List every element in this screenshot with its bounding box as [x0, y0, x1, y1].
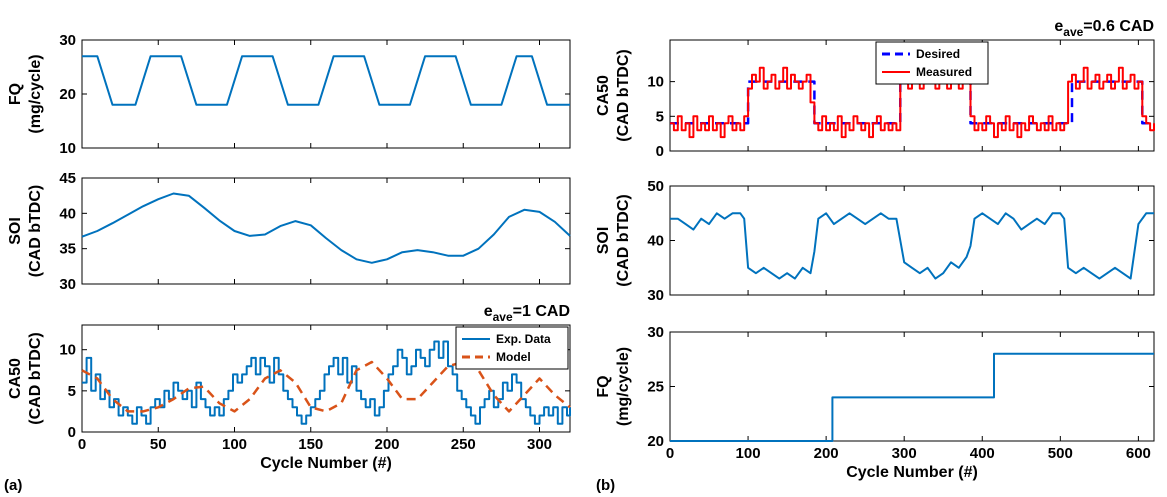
x-tick-label: 400 [970, 445, 995, 462]
series-line-1 [670, 212, 1154, 280]
x-tick-label: 200 [374, 436, 399, 453]
y-axis-label: FQ [7, 83, 24, 105]
y-axis-label: (CAD bTDC) [615, 194, 632, 286]
y-tick-label: 40 [647, 233, 664, 250]
y-tick-label: 30 [59, 276, 76, 293]
x-tick-label: 0 [666, 445, 674, 462]
x-tick-label: 300 [527, 436, 552, 453]
error-subscript: ave [493, 310, 513, 324]
x-tick-label: 500 [1048, 445, 1073, 462]
error-value: =1 CAD [513, 303, 570, 320]
x-tick-label: 100 [736, 445, 761, 462]
panel-a-label: (a) [4, 477, 22, 494]
y-tick-label: 5 [656, 108, 664, 125]
y-tick-label: 10 [647, 74, 664, 91]
legend-label: Measured [916, 65, 972, 79]
y-tick-label: 50 [647, 178, 664, 195]
y-axis-label: FQ [595, 375, 612, 397]
series-line-model [81, 360, 571, 413]
x-tick-label: 0 [78, 436, 86, 453]
error-value: =0.6 CAD [1083, 18, 1154, 35]
y-tick-label: 30 [59, 32, 76, 49]
series-line-1 [82, 55, 570, 106]
chart-1: 10 20 30 FQ (mg/cycle) [7, 32, 571, 157]
chart-6: 0 100 200 300 400 500 600 20 25 30 FQ (mg/cycle) Cyc… [595, 324, 1155, 481]
error-annotation: eave=1 CAD [484, 303, 570, 324]
legend-label: Model [496, 350, 531, 364]
legend-label: Exp. Data [496, 332, 551, 346]
y-axis-label: SOI [7, 217, 24, 245]
series-line-1 [670, 352, 1154, 442]
chart-5: 30 40 50 SOI (CAD bTDC) [595, 178, 1155, 304]
series-line-1 [81, 192, 571, 264]
y-tick-label: 45 [59, 170, 76, 187]
y-tick-label: 10 [59, 140, 76, 157]
error-subscript: ave [1063, 25, 1083, 39]
x-tick-label: 100 [222, 436, 247, 453]
y-axis-label: CA50 [595, 75, 612, 116]
plot-area [669, 185, 1155, 296]
y-axis-label: (CAD bTDC) [27, 185, 44, 277]
y-tick-label: 30 [647, 287, 664, 304]
error-symbol: e [484, 303, 493, 320]
y-tick-label: 20 [59, 86, 76, 103]
x-tick-label: 300 [892, 445, 917, 462]
y-tick-label: 25 [647, 379, 664, 396]
y-axis-label: (CAD bTDC) [27, 332, 44, 424]
y-axis-label: CA50 [7, 358, 24, 399]
plot-area [81, 39, 571, 149]
legend: Desired Measured [875, 41, 989, 85]
x-tick-label: 250 [451, 436, 476, 453]
plot-area [669, 331, 1155, 442]
y-axis-label: (CAD bTDC) [615, 49, 632, 141]
y-tick-label: 20 [647, 433, 664, 450]
error-symbol: e [1054, 18, 1063, 35]
x-axis-label: Cycle Number (#) [846, 464, 978, 481]
legend: Exp. Data Model [455, 326, 569, 370]
x-tick-label: 600 [1126, 445, 1151, 462]
y-tick-label: 0 [68, 424, 76, 441]
legend-label: Desired [916, 47, 960, 61]
legend-box [455, 326, 569, 370]
error-annotation: eave=0.6 CAD [1054, 18, 1154, 39]
chart-2: 30 35 40 45 SOI (CAD bTDC) [7, 170, 571, 293]
chart-3: 0 50 100 150 200 250 300 0 5 10 CA50 (CAD bTDC) Cycl… [7, 303, 571, 472]
panel-b-label: (b) [596, 477, 615, 494]
y-axis-label: (mg/cycle) [615, 347, 632, 426]
y-tick-label: 10 [59, 342, 76, 359]
y-axis-label: SOI [595, 227, 612, 255]
y-tick-label: 35 [59, 241, 76, 258]
chart-4: 0 5 10 CA50 (CAD bTDC) Desired Measured eave=0.… [595, 18, 1155, 160]
y-axis-label: (mg/cycle) [27, 54, 44, 133]
x-axis-label: Cycle Number (#) [260, 455, 392, 472]
y-tick-label: 0 [656, 143, 664, 160]
x-tick-label: 200 [814, 445, 839, 462]
y-tick-label: 40 [59, 205, 76, 222]
x-tick-label: 150 [298, 436, 323, 453]
plot-area [81, 177, 571, 285]
y-tick-label: 30 [647, 324, 664, 341]
y-tick-label: 5 [68, 383, 76, 400]
legend-box [875, 41, 989, 85]
x-tick-label: 50 [150, 436, 167, 453]
